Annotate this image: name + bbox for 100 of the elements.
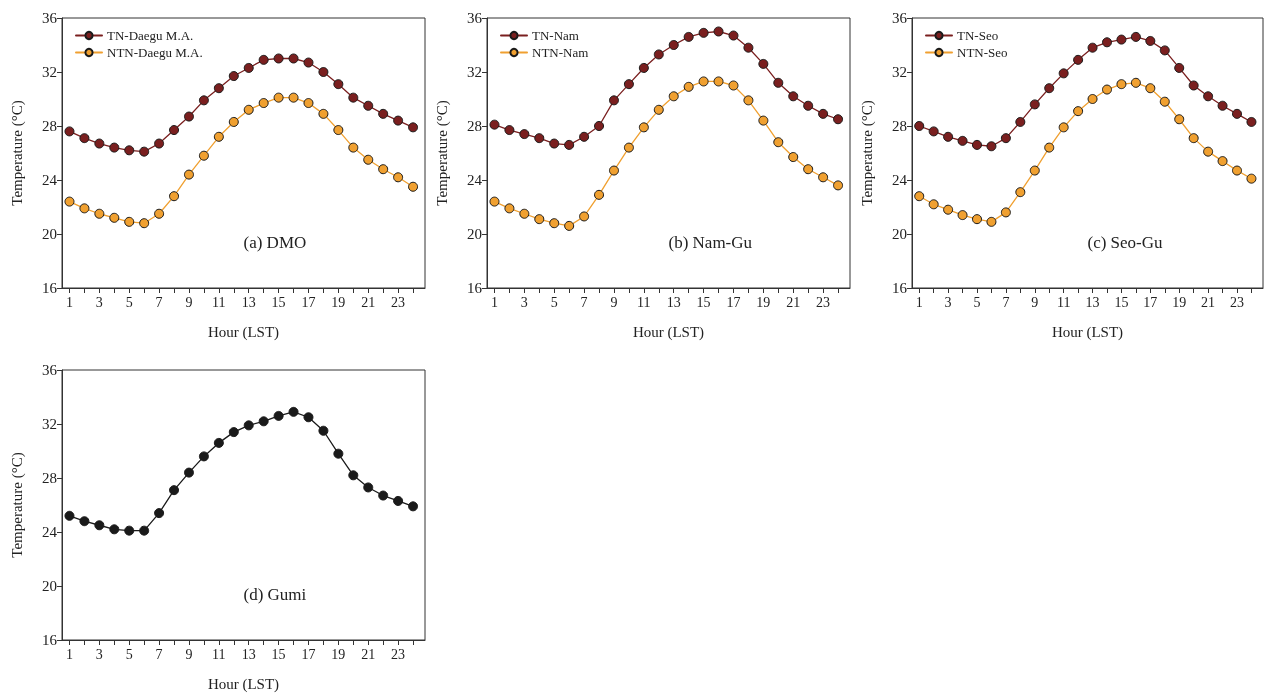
x-tick-label: 21 bbox=[1201, 294, 1216, 310]
y-tick-label: 36 bbox=[467, 10, 483, 26]
x-tick-label: 21 bbox=[361, 294, 376, 310]
point bbox=[169, 125, 180, 136]
point bbox=[378, 108, 389, 119]
point bbox=[728, 80, 739, 91]
y-tick-label: 36 bbox=[42, 362, 58, 378]
y-tick-label: 16 bbox=[42, 632, 58, 648]
point bbox=[653, 104, 664, 115]
legend-label: TN-Nam bbox=[532, 28, 579, 43]
point bbox=[348, 142, 359, 153]
point bbox=[1159, 96, 1170, 107]
point bbox=[213, 131, 224, 142]
point bbox=[928, 199, 939, 210]
point bbox=[668, 91, 679, 102]
point bbox=[169, 191, 180, 202]
x-axis-title: Hour (LST) bbox=[1051, 323, 1124, 341]
point bbox=[303, 412, 314, 423]
y-axis-title: Temperature (°C) bbox=[8, 100, 26, 206]
point bbox=[914, 191, 925, 202]
point bbox=[1217, 156, 1228, 167]
point bbox=[109, 524, 120, 535]
point bbox=[94, 520, 105, 531]
point bbox=[623, 142, 634, 153]
x-tick-label: 7 bbox=[1002, 294, 1010, 310]
point bbox=[408, 181, 419, 192]
y-tick-label: 16 bbox=[42, 280, 58, 296]
legend-label: TN-Daegu M.A. bbox=[107, 28, 194, 43]
legend-label: NTN-Nam bbox=[532, 45, 589, 60]
point bbox=[1188, 80, 1199, 91]
point bbox=[154, 208, 165, 219]
point bbox=[1203, 146, 1214, 157]
point bbox=[64, 196, 75, 207]
point bbox=[198, 150, 209, 161]
x-tick-label: 9 bbox=[185, 294, 193, 310]
point bbox=[818, 108, 829, 119]
y-axis-title: Temperature (°C) bbox=[858, 100, 876, 206]
point bbox=[579, 131, 590, 142]
point bbox=[957, 210, 968, 221]
point bbox=[183, 467, 194, 478]
point bbox=[139, 146, 150, 157]
point bbox=[139, 525, 150, 536]
point bbox=[109, 142, 120, 153]
point bbox=[683, 31, 694, 42]
x-tick-label: 3 bbox=[944, 294, 952, 310]
point bbox=[154, 508, 165, 519]
point bbox=[198, 451, 209, 462]
x-tick-label: 15 bbox=[271, 646, 286, 662]
point bbox=[668, 40, 679, 50]
point bbox=[1232, 165, 1242, 176]
point bbox=[333, 125, 344, 136]
x-tick-label: 9 bbox=[185, 646, 193, 662]
point bbox=[154, 138, 165, 149]
point bbox=[803, 100, 814, 111]
point bbox=[79, 203, 90, 214]
point bbox=[758, 115, 769, 126]
point bbox=[228, 116, 239, 127]
point bbox=[1087, 94, 1098, 104]
annotation: (d) Gumi bbox=[243, 585, 307, 604]
x-tick-label: 13 bbox=[241, 646, 256, 662]
x-tick-label: 17 bbox=[301, 646, 316, 662]
point bbox=[169, 485, 180, 496]
point bbox=[549, 138, 560, 149]
x-tick-label: 3 bbox=[95, 294, 103, 310]
point bbox=[504, 203, 515, 214]
point bbox=[333, 448, 344, 459]
point bbox=[1044, 142, 1055, 153]
legend-label: NTN-Daegu M.A. bbox=[107, 45, 203, 60]
point bbox=[1000, 207, 1011, 218]
point bbox=[363, 154, 374, 165]
point bbox=[273, 53, 284, 64]
point bbox=[1073, 54, 1084, 65]
point bbox=[1102, 84, 1112, 95]
y-tick-label: 32 bbox=[42, 416, 57, 432]
x-tick-label: 7 bbox=[155, 646, 163, 662]
y-tick-label: 16 bbox=[892, 280, 908, 296]
point bbox=[408, 501, 419, 512]
point bbox=[408, 122, 419, 133]
point bbox=[986, 141, 997, 152]
point bbox=[1058, 68, 1069, 79]
x-tick-label: 19 bbox=[1172, 294, 1187, 310]
point bbox=[1087, 42, 1098, 53]
point bbox=[198, 95, 209, 106]
x-tick-label: 5 bbox=[550, 294, 558, 310]
point bbox=[623, 79, 634, 90]
legend-label: TN-Seo bbox=[957, 28, 999, 43]
point bbox=[213, 437, 224, 448]
point bbox=[348, 92, 359, 103]
x-tick-label: 7 bbox=[155, 294, 163, 310]
x-tick-label: 21 bbox=[786, 294, 801, 310]
x-axis-title: Hour (LST) bbox=[207, 675, 280, 693]
x-tick-label: 19 bbox=[331, 646, 346, 662]
x-tick-label: 17 bbox=[301, 294, 316, 310]
point bbox=[348, 470, 359, 481]
point bbox=[79, 516, 90, 527]
x-tick-label: 5 bbox=[125, 294, 133, 310]
point bbox=[519, 208, 530, 219]
x-tick-label: 15 bbox=[271, 294, 286, 310]
point bbox=[94, 138, 105, 149]
y-tick-label: 16 bbox=[467, 280, 483, 296]
